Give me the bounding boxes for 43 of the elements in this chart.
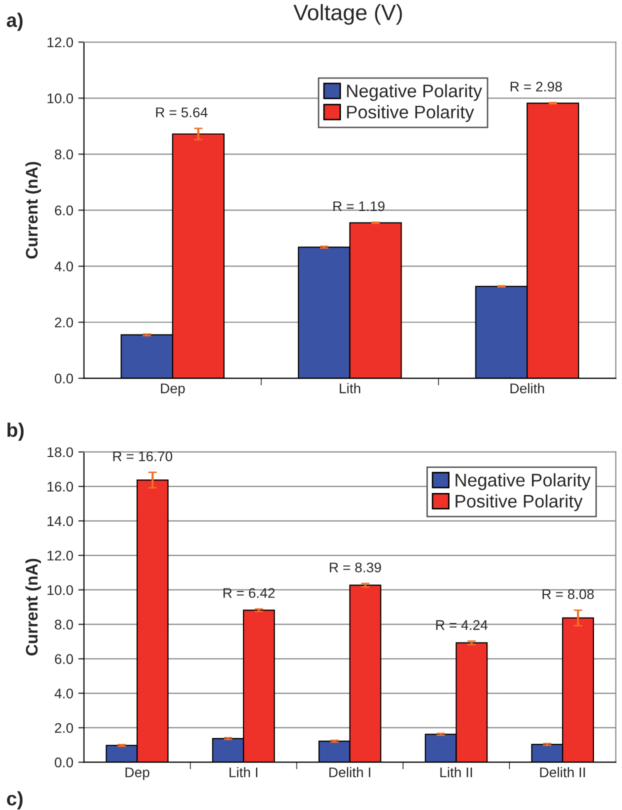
- text: b): [8, 422, 24, 441]
- y-tick-label: 0.0: [54, 374, 74, 384]
- legend-label: Positive Polarity: [456, 494, 583, 512]
- x-tick-label: Lith: [340, 383, 360, 394]
- y-tick-label: 16.0: [48, 482, 74, 492]
- y-tick-label: 10.0: [48, 93, 74, 104]
- x-tick-label: Delith II: [540, 767, 585, 778]
- legend-label: Positive Polarity: [347, 105, 474, 122]
- annotation: R = 4.24: [436, 620, 488, 630]
- y-tick-label: 4.0: [54, 262, 74, 272]
- y-axis-title: Current (nA): [25, 162, 41, 259]
- x-tick-label: Dep: [161, 384, 185, 396]
- annotation: R = 6.42: [224, 588, 275, 598]
- y-tick-label: 6.0: [54, 206, 74, 216]
- annotation: R = 8.08: [542, 589, 594, 600]
- annotation: R = 1.19: [333, 201, 385, 212]
- y-tick-label: 4.0: [54, 688, 74, 698]
- text: c): [6, 791, 23, 810]
- x-tick-label: Lith I: [230, 767, 258, 778]
- y-tick-label: 6.0: [54, 654, 74, 664]
- y-tick-label: 2.0: [54, 723, 74, 733]
- annotation: R = 2.98: [510, 82, 562, 92]
- x-tick-label: Delith: [510, 383, 544, 394]
- x-tick-label: Dep: [126, 768, 150, 780]
- annotation: R = 8.39: [330, 562, 381, 572]
- x-tick-label: Delith I: [329, 767, 370, 778]
- annotation: R = 16.70: [113, 451, 172, 462]
- y-tick-label: 12.0: [48, 37, 74, 48]
- legend-label: Negative Polarity: [347, 84, 482, 101]
- y-tick-label: 18.0: [48, 447, 74, 458]
- y-tick-label: 8.0: [54, 150, 74, 160]
- y-tick-label: 0.0: [54, 758, 74, 768]
- x-tick-label: Lith II: [440, 767, 472, 778]
- y-tick-label: 12.0: [48, 550, 74, 561]
- y-tick-label: 10.0: [48, 585, 74, 596]
- legend-label: Negative Polarity: [456, 473, 591, 490]
- annotation: R = 5.64: [156, 107, 208, 118]
- y-axis-title: Current (nA): [25, 558, 41, 656]
- y-tick-label: 2.0: [54, 318, 74, 328]
- chart-title: Voltage (V): [293, 4, 402, 25]
- text: a): [6, 12, 23, 31]
- y-tick-label: 8.0: [54, 620, 74, 630]
- y-tick-label: 14.0: [48, 516, 74, 526]
